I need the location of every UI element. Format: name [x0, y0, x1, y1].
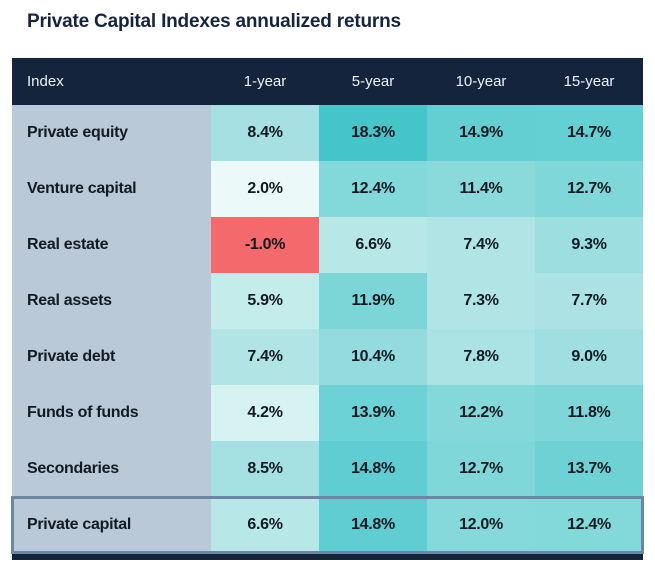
- value-cell: 12.4%: [535, 497, 643, 553]
- value-cell: 4.2%: [211, 385, 319, 441]
- row-label: Real estate: [12, 217, 211, 273]
- row-label: Secondaries: [12, 441, 211, 497]
- value-cell: 11.4%: [427, 161, 535, 217]
- value-cell: 13.7%: [535, 441, 643, 497]
- column-header: 15-year: [563, 73, 615, 90]
- value-cell: 7.7%: [535, 273, 643, 329]
- value-cell: 6.6%: [211, 497, 319, 553]
- value-cell: 14.9%: [427, 105, 535, 161]
- value-cell: 11.8%: [535, 385, 643, 441]
- row-label: Private capital: [12, 497, 211, 553]
- value-cell: 12.4%: [319, 161, 427, 217]
- value-cell: 9.3%: [535, 217, 643, 273]
- column-header: Index: [27, 73, 64, 90]
- column-header: 10-year: [455, 73, 507, 90]
- value-cell: 9.0%: [535, 329, 643, 385]
- value-cell: 12.0%: [427, 497, 535, 553]
- value-cell: 6.6%: [319, 217, 427, 273]
- row-label: Private equity: [12, 105, 211, 161]
- value-cell: 2.0%: [211, 161, 319, 217]
- value-cell: 12.7%: [535, 161, 643, 217]
- value-cell: 10.4%: [319, 329, 427, 385]
- row-label: Private debt: [12, 329, 211, 385]
- value-cell: -1.0%: [211, 217, 319, 273]
- row-label: Venture capital: [12, 161, 211, 217]
- table-row: Private equity 8.4% 18.3% 14.9% 14.7%: [12, 105, 643, 161]
- row-label: Real assets: [12, 273, 211, 329]
- value-cell: 7.4%: [427, 217, 535, 273]
- value-cell: 7.8%: [427, 329, 535, 385]
- table-row: Real estate -1.0% 6.6% 7.4% 9.3%: [12, 217, 643, 273]
- table-body: Private equity 8.4% 18.3% 14.9% 14.7% Venture…: [11, 105, 644, 554]
- table-row: Secondaries 8.5% 14.8% 12.7% 13.7%: [12, 441, 643, 497]
- value-cell: 18.3%: [319, 105, 427, 161]
- value-cell: 11.9%: [319, 273, 427, 329]
- value-cell: 12.7%: [427, 441, 535, 497]
- value-cell: 14.8%: [319, 441, 427, 497]
- value-cell: 14.7%: [535, 105, 643, 161]
- value-cell: 5.9%: [211, 273, 319, 329]
- table-row: Private capital 6.6% 14.8% 12.0% 12.4%: [11, 496, 644, 554]
- column-header: 5-year: [351, 73, 395, 90]
- table-header-row: Index 1-year 5-year 10-year 15-year: [12, 58, 643, 105]
- value-cell: 8.5%: [211, 441, 319, 497]
- value-cell: 8.4%: [211, 105, 319, 161]
- value-cell: 7.3%: [427, 273, 535, 329]
- value-cell: 7.4%: [211, 329, 319, 385]
- returns-heatmap-table: Index 1-year 5-year 10-year 15-year Private …: [11, 58, 644, 560]
- row-label: Funds of funds: [12, 385, 211, 441]
- table-row: Venture capital 2.0% 12.4% 11.4% 12.7%: [12, 161, 643, 217]
- page-title: Private Capital Indexes annualized retur…: [27, 11, 401, 32]
- table-row: Funds of funds 4.2% 13.9% 12.2% 11.8%: [12, 385, 643, 441]
- value-cell: 12.2%: [427, 385, 535, 441]
- table-row: Real assets 5.9% 11.9% 7.3% 7.7%: [12, 273, 643, 329]
- value-cell: 13.9%: [319, 385, 427, 441]
- value-cell: 14.8%: [319, 497, 427, 553]
- table-row: Private debt 7.4% 10.4% 7.8% 9.0%: [12, 329, 643, 385]
- table-bottom-border: [12, 553, 643, 560]
- column-header: 1-year: [243, 73, 287, 90]
